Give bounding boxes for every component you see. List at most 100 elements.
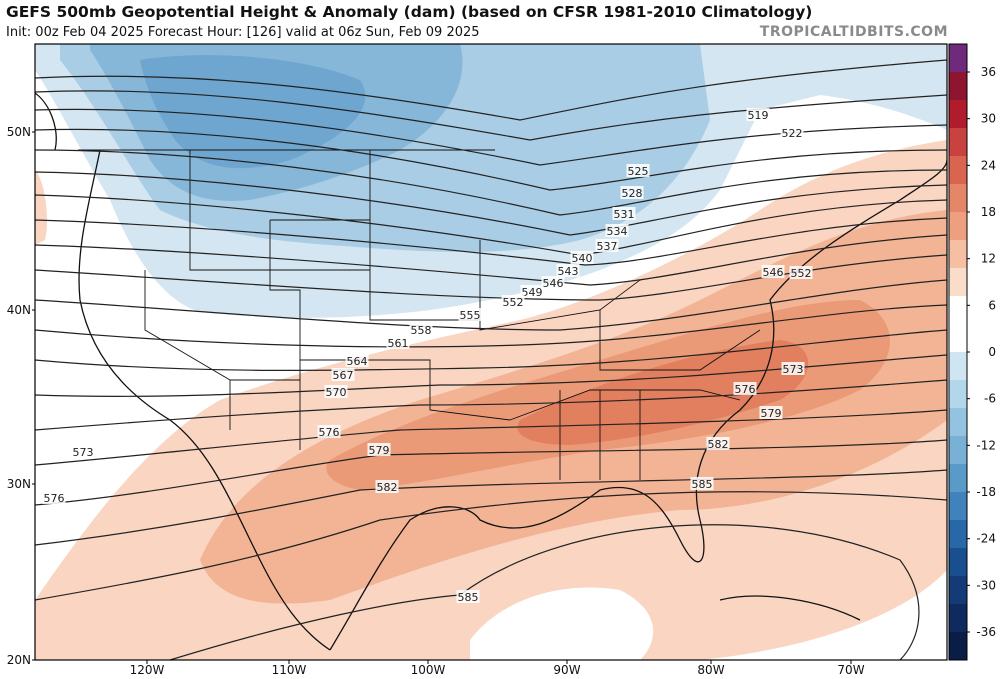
colorbar-segment [949,520,967,549]
lon-label: 90W [553,663,580,677]
contour-label-bg [733,382,757,395]
contour-label-bg [324,385,348,398]
colorbar-segment [949,576,967,605]
subtropical-ridge-core [470,587,654,660]
contour-label: 573 [783,363,804,376]
height-contour-line [35,217,947,266]
colorbar-segment [949,212,967,241]
contour-label-bg [556,264,580,277]
colorbar-tick-label: -18 [976,485,996,499]
contour-label: 537 [597,240,618,253]
latitude-labels: 50N 40N 30N 20N [7,125,35,667]
height-contour-line [35,304,947,348]
colorbar-segment [949,464,967,493]
coastlines [35,92,947,651]
lon-label: 70W [837,663,864,677]
anomaly-colorbar: 36 30 24 18 12 6 0 -6 -12 -18 -24 -30 -36 [948,43,996,661]
contour-label-bg [690,477,714,490]
colorbar-tick-label: -30 [976,578,996,592]
colorbar-segment [949,44,967,73]
height-contour-line [35,108,947,166]
colorbar-segment [949,268,967,297]
map-frame [34,43,948,661]
contour-label-bg [612,207,636,220]
map-title: GEFS 500mb Geopotential Height & Anomaly… [6,3,813,21]
colorbar-tick-label: -36 [976,625,996,639]
contour-label: 585 [692,478,713,491]
contour-label: 567 [333,369,354,382]
contour-label-bg [541,276,565,289]
contour-label-bg [458,308,482,321]
colorbar-segment [949,352,967,381]
colorbar-tick-label: 30 [981,112,996,126]
colorbar-segment [949,604,967,633]
contour-label: 540 [572,252,593,265]
state-borders [78,149,761,480]
height-contour-line [35,149,947,216]
contour-label: 579 [369,444,390,457]
contour-label-bg [42,491,66,504]
colorbar-segment [949,240,967,269]
contour-label-bg [595,239,619,252]
contour-label: 552 [503,296,524,309]
contour-label-bg [759,406,783,419]
colorbar-segment [949,100,967,129]
brand-watermark: TROPICALTIDBITS.COM [759,24,948,40]
contour-label-bg [317,425,341,438]
colorbar-segment [949,436,967,465]
colorbar-segment [949,156,967,185]
height-contour-line [35,234,947,286]
colorbar-segment [949,324,967,353]
contour-label-bg [375,480,399,493]
colorbar-tick-label: 12 [981,252,996,266]
contour-label: 534 [607,225,628,238]
lat-label: 30N [7,477,31,491]
contour-label-bg [706,437,730,450]
colorbar-segment [949,380,967,409]
contour-label: 525 [628,165,649,178]
lon-label: 120W [130,663,165,677]
contour-label: 570 [326,386,347,399]
lon-label: 100W [411,663,446,677]
colorbar-tick-label: 0 [988,345,996,359]
contour-label-bg [386,336,410,349]
height-contour-line [35,439,947,506]
height-contour-line [35,128,947,191]
height-contour-line [35,354,947,397]
colorbar-segment [949,492,967,521]
contour-label: 522 [782,127,803,140]
contour-label-bg [620,186,644,199]
contour-label-bg [605,224,629,237]
colorbar-tick-label: 36 [981,65,996,79]
height-contour-line [169,524,920,660]
contour-label: 585 [458,591,479,604]
height-contour-line [35,469,947,546]
contour-label: 549 [522,286,543,299]
negative-anomaly-core [140,55,366,169]
map-plot-area [35,44,947,660]
contour-label: 558 [411,324,432,337]
colorbar-segment [949,408,967,437]
contour-label: 555 [460,309,481,322]
colorbar-tick-label: 24 [981,158,996,172]
contour-labels: 5195225255285315345375405435465465495525… [42,108,813,604]
lon-label: 110W [272,663,307,677]
map-header: GEFS 500mb Geopotential Height & Anomaly… [4,0,996,44]
height-contour-line [35,491,947,601]
contour-label-bg [789,266,813,279]
colorbar-tick-label: -24 [976,532,996,546]
contour-label-bg [626,164,650,177]
contour-label: 531 [614,208,635,221]
colorbar-tick-label: 6 [988,298,996,312]
contour-label-bg [367,443,391,456]
colorbar-tick-label: -6 [984,392,996,406]
contour-label: 576 [319,426,340,439]
colorbar-segment [949,72,967,101]
contour-label-bg [331,368,355,381]
contour-label: 528 [622,187,643,200]
contour-label: 519 [748,109,769,122]
colorbar-tick-label: 18 [981,205,996,219]
contour-label: 546 [763,266,784,279]
colorbar-segment [949,128,967,157]
